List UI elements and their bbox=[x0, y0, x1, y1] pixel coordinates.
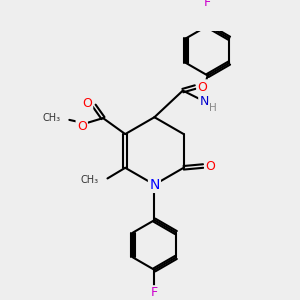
Text: F: F bbox=[151, 286, 158, 299]
Text: O: O bbox=[197, 80, 207, 94]
Text: O: O bbox=[77, 121, 87, 134]
Text: N: N bbox=[200, 95, 209, 108]
Text: O: O bbox=[205, 160, 215, 172]
Text: O: O bbox=[82, 98, 92, 110]
Text: H: H bbox=[209, 103, 217, 113]
Text: N: N bbox=[149, 178, 160, 192]
Text: CH₃: CH₃ bbox=[42, 113, 61, 123]
Text: CH₃: CH₃ bbox=[80, 175, 99, 185]
Text: F: F bbox=[204, 0, 211, 9]
